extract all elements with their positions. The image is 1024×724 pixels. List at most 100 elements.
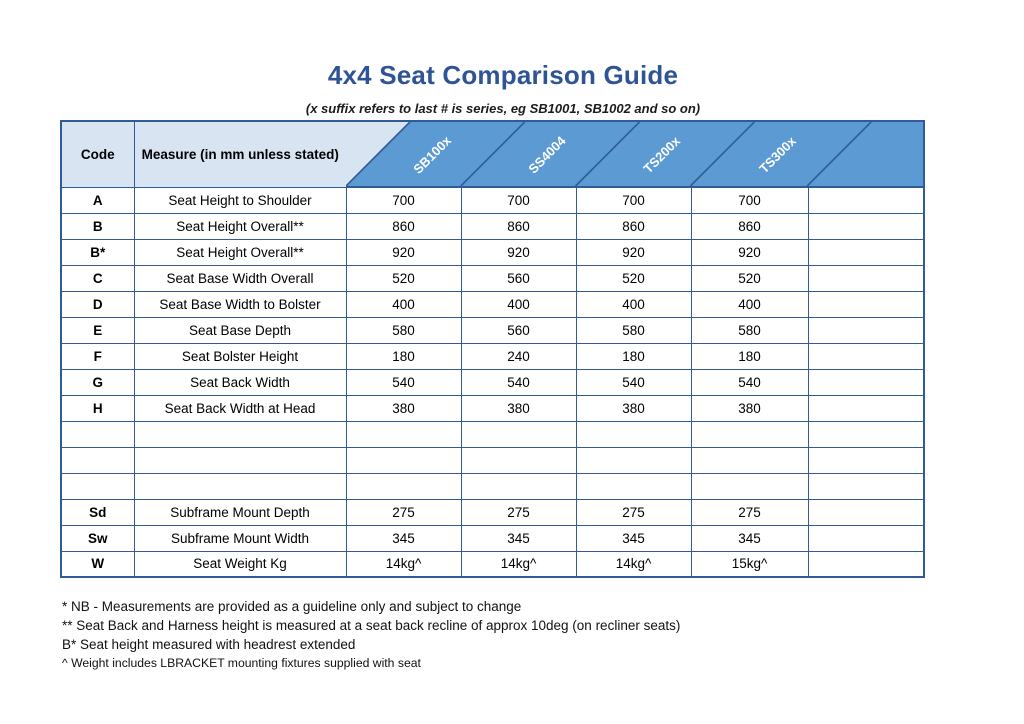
value-cell bbox=[807, 498, 925, 526]
value-cell: 860 bbox=[345, 212, 462, 240]
page-subtitle: (x suffix refers to last # is series, eg… bbox=[305, 101, 701, 116]
value-cell: 400 bbox=[460, 290, 577, 318]
measure-cell: Seat Base Depth bbox=[133, 316, 347, 344]
value-cell: 345 bbox=[345, 524, 462, 552]
value-cell bbox=[345, 420, 462, 448]
code-cell bbox=[60, 472, 135, 500]
table-row bbox=[60, 446, 925, 474]
value-cell: 14kg^ bbox=[345, 550, 462, 578]
value-cell: 345 bbox=[690, 524, 809, 552]
value-cell: 540 bbox=[460, 368, 577, 396]
value-cell: 860 bbox=[575, 212, 692, 240]
value-cell: 400 bbox=[575, 290, 692, 318]
value-cell: 14kg^ bbox=[460, 550, 577, 578]
value-cell bbox=[807, 368, 925, 396]
value-cell: 520 bbox=[575, 264, 692, 292]
table-row: C Seat Base Width Overall 520 560 520 52… bbox=[60, 264, 925, 292]
value-cell: 275 bbox=[690, 498, 809, 526]
value-cell bbox=[807, 446, 925, 474]
value-cell: 580 bbox=[575, 316, 692, 344]
value-cell bbox=[575, 472, 692, 500]
code-cell: F bbox=[60, 342, 135, 370]
value-cell bbox=[807, 264, 925, 292]
measure-cell bbox=[133, 472, 347, 500]
code-cell: B bbox=[60, 212, 135, 240]
measure-cell: Seat Base Width Overall bbox=[133, 264, 347, 292]
measure-cell bbox=[133, 420, 347, 448]
value-cell: 580 bbox=[690, 316, 809, 344]
value-cell: 380 bbox=[460, 394, 577, 422]
value-cell: 14kg^ bbox=[575, 550, 692, 578]
value-cell: 180 bbox=[345, 342, 462, 370]
value-cell: 540 bbox=[690, 368, 809, 396]
value-cell: 380 bbox=[345, 394, 462, 422]
code-cell: Sw bbox=[60, 524, 135, 552]
table-row: B* Seat Height Overall** 920 920 920 920 bbox=[60, 238, 925, 266]
value-cell: 345 bbox=[460, 524, 577, 552]
diagonal-divider bbox=[346, 122, 411, 185]
value-cell: 400 bbox=[690, 290, 809, 318]
value-cell: 700 bbox=[690, 186, 809, 214]
blue-band-shape bbox=[346, 122, 924, 185]
value-cell bbox=[807, 472, 925, 500]
note-line: B* Seat height measured with headrest ex… bbox=[62, 637, 356, 652]
value-cell bbox=[807, 550, 925, 578]
diagonal-divider bbox=[690, 122, 755, 185]
table-row: A Seat Height to Shoulder 700 700 700 70… bbox=[60, 186, 925, 214]
diagonal-divider bbox=[807, 122, 872, 185]
value-cell: 920 bbox=[460, 238, 577, 266]
value-cell bbox=[460, 420, 577, 448]
value-cell: 860 bbox=[690, 212, 809, 240]
value-cell bbox=[807, 394, 925, 422]
diagonal-header-graphic: SB100x SS4004 TS200x TS300x bbox=[346, 122, 924, 185]
value-cell bbox=[690, 472, 809, 500]
seat-comparison-table: Code Measure (in mm unless stated) SB100… bbox=[60, 120, 926, 578]
value-cell bbox=[690, 446, 809, 474]
measure-cell: Seat Back Width at Head bbox=[133, 394, 347, 422]
value-cell: 700 bbox=[575, 186, 692, 214]
code-cell bbox=[60, 420, 135, 448]
measure-cell: Seat Base Width to Bolster bbox=[133, 290, 347, 318]
value-cell: 540 bbox=[345, 368, 462, 396]
value-cell bbox=[807, 290, 925, 318]
value-cell: 400 bbox=[345, 290, 462, 318]
measure-cell: Seat Height Overall** bbox=[133, 238, 347, 266]
code-cell: E bbox=[60, 316, 135, 344]
measure-cell bbox=[133, 446, 347, 474]
value-cell: 920 bbox=[575, 238, 692, 266]
table-body: A Seat Height to Shoulder 700 700 700 70… bbox=[60, 186, 925, 578]
value-cell: 380 bbox=[575, 394, 692, 422]
value-cell bbox=[345, 472, 462, 500]
value-cell bbox=[807, 212, 925, 240]
measure-cell: Seat Height Overall** bbox=[133, 212, 347, 240]
value-cell bbox=[807, 342, 925, 370]
note-line: * NB - Measurements are provided as a gu… bbox=[62, 599, 522, 614]
table-row: G Seat Back Width 540 540 540 540 bbox=[60, 368, 925, 396]
value-cell: 920 bbox=[690, 238, 809, 266]
value-cell bbox=[807, 524, 925, 552]
page-title: 4x4 Seat Comparison Guide bbox=[327, 60, 679, 90]
measure-cell: Seat Height to Shoulder bbox=[133, 186, 347, 214]
measure-column-header: Measure (in mm unless stated) bbox=[133, 120, 346, 188]
value-cell: 560 bbox=[460, 264, 577, 292]
value-cell: 700 bbox=[460, 186, 577, 214]
value-cell bbox=[807, 186, 925, 214]
note-line: ^ Weight includes LBRACKET mounting fixt… bbox=[62, 656, 421, 670]
value-cell bbox=[460, 472, 577, 500]
value-cell: 700 bbox=[345, 186, 462, 214]
value-cell: 560 bbox=[460, 316, 577, 344]
measure-cell: Seat Weight Kg bbox=[133, 550, 347, 578]
value-cell: 180 bbox=[575, 342, 692, 370]
measure-cell: Subframe Mount Width bbox=[133, 524, 347, 552]
diagonal-header-band: SB100x SS4004 TS200x TS300x bbox=[346, 120, 925, 188]
value-cell: 275 bbox=[345, 498, 462, 526]
code-column-header: Code bbox=[60, 120, 135, 188]
value-cell bbox=[345, 446, 462, 474]
table-row: F Seat Bolster Height 180 240 180 180 bbox=[60, 342, 925, 370]
diagonal-divider bbox=[460, 122, 526, 185]
footnotes: * NB - Measurements are provided as a gu… bbox=[62, 597, 962, 672]
measure-cell: Seat Back Width bbox=[133, 368, 347, 396]
table-row: Sd Subframe Mount Depth 275 275 275 275 bbox=[60, 498, 925, 526]
table-row bbox=[60, 472, 925, 500]
value-cell: 275 bbox=[460, 498, 577, 526]
